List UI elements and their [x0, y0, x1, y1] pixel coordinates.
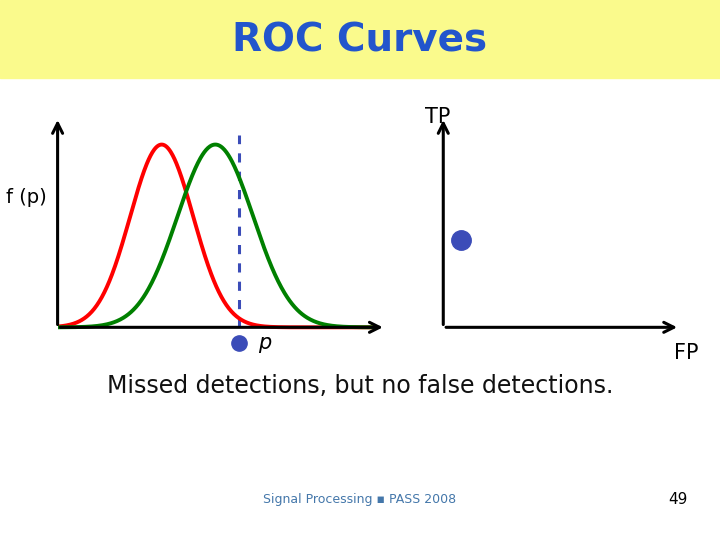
Text: Missed detections, but no false detections.: Missed detections, but no false detectio…	[107, 374, 613, 398]
Text: Signal Processing ▪ PASS 2008: Signal Processing ▪ PASS 2008	[264, 493, 456, 506]
Text: f (p): f (p)	[6, 187, 47, 207]
Text: 49: 49	[668, 492, 688, 507]
Text: ROC Curves: ROC Curves	[233, 22, 487, 59]
Text: p: p	[258, 333, 271, 353]
Text: TP: TP	[426, 107, 451, 127]
Text: FP: FP	[675, 343, 699, 363]
